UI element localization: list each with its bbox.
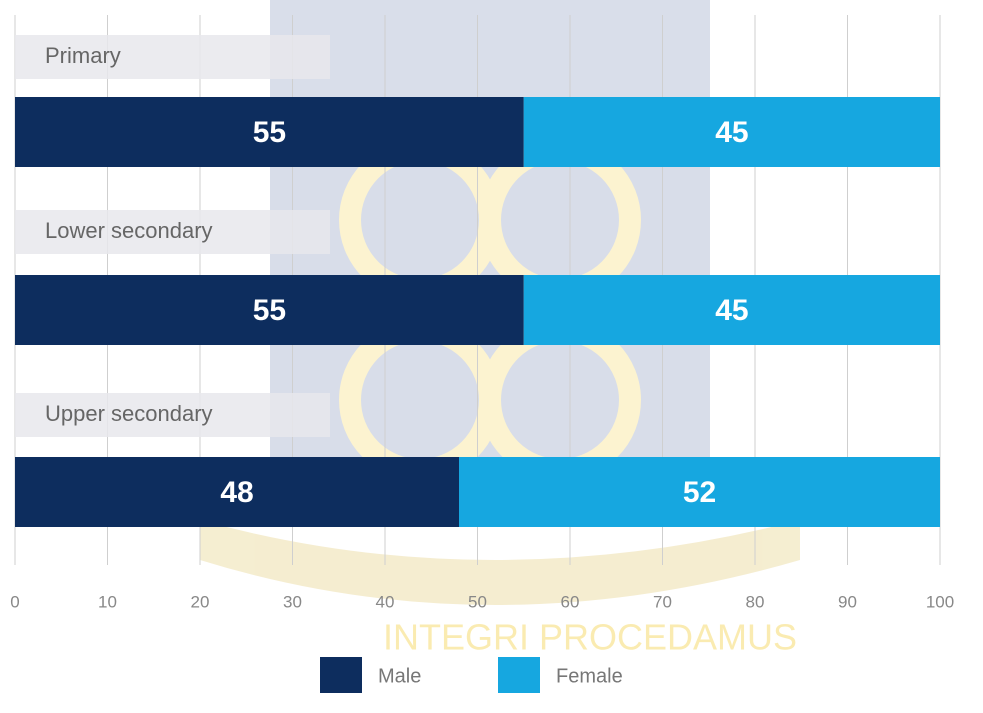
category-label: Primary: [45, 43, 121, 68]
x-tick-label: 90: [838, 592, 857, 611]
x-tick-label: 20: [191, 592, 210, 611]
x-tick-label: 0: [10, 592, 19, 611]
watermark-text: INTEGRI PROCEDAMUS: [383, 617, 797, 658]
page: INTEGRI PROCEDAMUS 0 10 20 30 40 50 60 70 80 90 10…: [0, 0, 983, 713]
x-tick-label: 80: [746, 592, 765, 611]
value-label: 48: [220, 476, 253, 509]
x-tick-label: 40: [376, 592, 395, 611]
legend-label: Male: [378, 665, 421, 687]
value-label: 55: [253, 116, 286, 149]
legend-label: Female: [556, 665, 623, 687]
x-tick-label: 50: [468, 592, 487, 611]
legend-swatch: [498, 657, 540, 693]
category-label: Lower secondary: [45, 218, 213, 243]
legend-swatch: [320, 657, 362, 693]
value-label: 45: [715, 116, 748, 149]
x-tick-label: 60: [561, 592, 580, 611]
value-label: 55: [253, 294, 286, 327]
x-tick-label: 70: [653, 592, 672, 611]
x-tick-label: 30: [283, 592, 302, 611]
category-label: Upper secondary: [45, 401, 213, 426]
x-tick-label: 10: [98, 592, 117, 611]
value-label: 45: [715, 294, 748, 327]
x-tick-label: 100: [926, 592, 954, 611]
value-label: 52: [683, 476, 716, 509]
chart: INTEGRI PROCEDAMUS 0 10 20 30 40 50 60 70 80 90 10…: [0, 0, 983, 713]
